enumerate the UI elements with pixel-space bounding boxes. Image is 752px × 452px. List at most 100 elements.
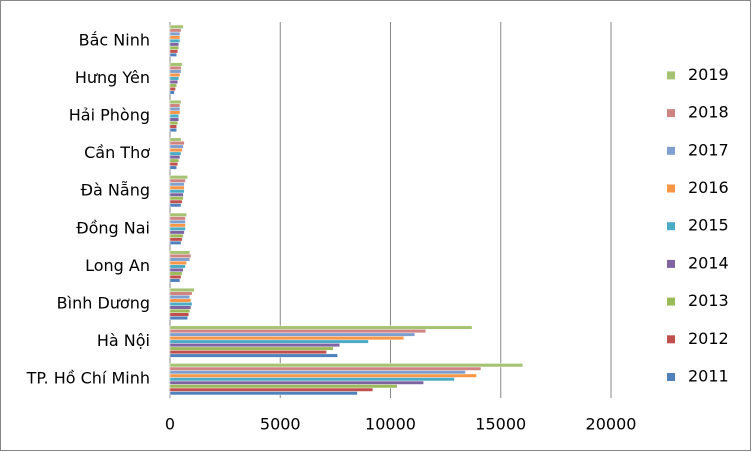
legend-label: 2012 [688, 329, 729, 348]
bar [169, 250, 191, 255]
bar [169, 278, 181, 283]
y-tick-label: TP. Hồ Chí Minh [26, 369, 150, 388]
y-tick-label: Bình Dương [57, 294, 150, 313]
bar [169, 366, 482, 371]
bar [169, 267, 184, 272]
bar [169, 264, 186, 269]
bar [169, 124, 177, 129]
bar [169, 31, 181, 36]
bar [169, 151, 182, 156]
bar [169, 86, 176, 91]
bar [169, 253, 192, 258]
bar [169, 363, 523, 368]
bar [169, 230, 185, 235]
bar [169, 380, 424, 385]
legend-marker [667, 335, 675, 344]
bar [169, 353, 338, 358]
bar [169, 144, 184, 149]
bar [169, 288, 195, 292]
legend-marker [667, 71, 675, 80]
bar [169, 62, 183, 67]
bar [169, 260, 187, 265]
x-tick-label: 0 [165, 415, 175, 434]
bar [169, 237, 183, 242]
legend-marker [667, 259, 675, 268]
bar [169, 90, 175, 95]
y-tick-label: Hải Phòng [69, 106, 150, 125]
bar [169, 199, 183, 204]
bar [169, 182, 185, 187]
bar [169, 295, 191, 299]
bar [169, 343, 340, 348]
bar [169, 28, 182, 33]
bar [169, 42, 180, 47]
legend-marker [667, 222, 675, 231]
y-tick-label: Cần Thơ [84, 143, 150, 162]
legend-marker [667, 184, 675, 193]
bar [169, 219, 186, 224]
bar [169, 332, 415, 337]
bar [169, 72, 181, 77]
bar [169, 370, 466, 375]
bar [169, 38, 181, 43]
bar [169, 257, 191, 262]
bar [169, 165, 177, 170]
bar [169, 76, 180, 81]
legend-label: 2013 [688, 291, 729, 310]
y-tick-label: Đà Nẵng [81, 181, 150, 200]
bar [169, 110, 181, 115]
bar [169, 79, 178, 84]
y-tick-label: Hưng Yên [75, 68, 150, 87]
bar [169, 178, 186, 183]
bar [169, 65, 182, 70]
bar [169, 350, 327, 355]
legend-label: 2017 [688, 140, 729, 159]
bar [169, 387, 374, 392]
bar [169, 155, 181, 160]
bar [169, 329, 426, 334]
legend-label: 2018 [688, 103, 729, 122]
legend-marker [667, 146, 675, 155]
bar [169, 49, 178, 54]
bar [169, 274, 182, 279]
legend-label: 2019 [688, 65, 729, 84]
bar [169, 305, 192, 310]
bar [169, 148, 183, 153]
bar [169, 336, 404, 341]
bar [169, 107, 181, 111]
bar [169, 69, 182, 74]
bar [169, 100, 182, 104]
bar [169, 373, 477, 378]
legend-marker [667, 109, 675, 118]
x-tick-label: 20000 [586, 415, 637, 434]
bar [169, 271, 183, 276]
bar [169, 223, 186, 228]
bar [169, 325, 473, 330]
bar [169, 240, 182, 245]
bar [169, 35, 181, 40]
bar [169, 45, 180, 50]
bar [169, 226, 186, 231]
bar [169, 128, 177, 132]
bar [169, 52, 177, 57]
bar [169, 339, 369, 344]
bar [169, 309, 191, 313]
bar [169, 233, 184, 238]
legend-marker [667, 373, 675, 381]
y-tick-label: Long An [85, 256, 150, 275]
y-tick-label: Hà Nội [97, 331, 150, 350]
legend-label: 2015 [688, 216, 729, 235]
bar [169, 141, 185, 146]
bar [169, 114, 180, 118]
x-tick-label: 15000 [475, 415, 526, 434]
bar [169, 83, 177, 88]
bar [169, 158, 180, 163]
bar [169, 162, 178, 167]
x-tick-label: 5000 [260, 415, 301, 434]
bar [169, 216, 186, 221]
bar [169, 316, 188, 320]
bar [169, 137, 182, 142]
bar [169, 24, 184, 29]
bar [169, 121, 178, 125]
